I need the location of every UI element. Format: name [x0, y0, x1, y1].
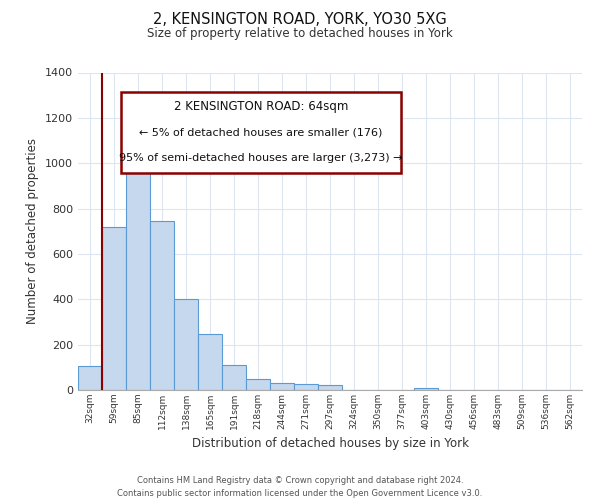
- Text: 2 KENSINGTON ROAD: 64sqm: 2 KENSINGTON ROAD: 64sqm: [173, 100, 348, 112]
- Text: Contains HM Land Registry data © Crown copyright and database right 2024.
Contai: Contains HM Land Registry data © Crown c…: [118, 476, 482, 498]
- Bar: [318, 385, 342, 390]
- Bar: [126, 152, 150, 390]
- Text: ← 5% of detached houses are smaller (176): ← 5% of detached houses are smaller (176…: [139, 127, 382, 137]
- Bar: [222, 365, 246, 390]
- Text: 2, KENSINGTON ROAD, YORK, YO30 5XG: 2, KENSINGTON ROAD, YORK, YO30 5XG: [153, 12, 447, 28]
- Bar: [174, 300, 198, 390]
- Y-axis label: Number of detached properties: Number of detached properties: [26, 138, 40, 324]
- Text: 95% of semi-detached houses are larger (3,273) →: 95% of semi-detached houses are larger (…: [119, 153, 403, 163]
- Bar: [198, 334, 222, 390]
- Bar: [150, 221, 174, 390]
- Bar: [102, 226, 126, 390]
- Bar: [246, 378, 270, 390]
- Text: Size of property relative to detached houses in York: Size of property relative to detached ho…: [147, 28, 453, 40]
- X-axis label: Distribution of detached houses by size in York: Distribution of detached houses by size …: [191, 438, 469, 450]
- Bar: [414, 388, 438, 390]
- FancyBboxPatch shape: [121, 92, 401, 172]
- Bar: [294, 384, 318, 390]
- Bar: [270, 383, 294, 390]
- Bar: [78, 366, 102, 390]
